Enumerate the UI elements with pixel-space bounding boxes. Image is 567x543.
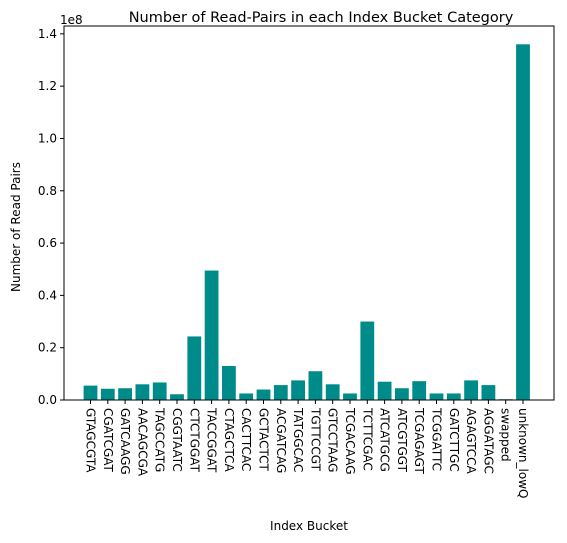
x-tick-label: CTCTGGAT: [187, 408, 201, 473]
bar-tcgacaag: [343, 393, 357, 400]
y-tick-label: 1.2: [38, 79, 57, 93]
bar-ctagctca: [222, 366, 236, 400]
x-tick-label: CGGTAATC: [170, 408, 184, 472]
bar-gctactct: [256, 389, 271, 400]
bar-tcgagagt: [412, 381, 427, 400]
x-tick-label: CACTTCAC: [239, 408, 253, 471]
bar-atcgtggt: [395, 388, 409, 400]
bar-unknown_lowq: [516, 44, 530, 401]
x-tick-label: GTCCTAAG: [326, 408, 340, 473]
y-tick-label: 0.6: [38, 236, 57, 250]
y-tick-label: 0.2: [38, 341, 57, 355]
y-axis-label: Number of Read Pairs: [9, 162, 23, 292]
x-tick-label: TATGGCAC: [291, 407, 305, 472]
x-tick-label: TCGAGAGT: [412, 407, 426, 474]
x-tick-label: AGGATAGC: [481, 408, 495, 474]
x-tick-label: CTAGCTCA: [222, 408, 236, 472]
x-tick-label: TAGCCATG: [153, 407, 167, 472]
x-tick-label: unknown_lowQ: [516, 408, 530, 498]
x-tick-label: ATCGTGGT: [395, 408, 409, 473]
x-tick-label: GTAGCGTA: [84, 408, 98, 473]
y-tick-label: 1.0: [38, 131, 57, 145]
bar-acgatcag: [273, 385, 288, 400]
y-tick-label: 0.0: [38, 393, 57, 407]
y-tick-label: 0.4: [38, 288, 57, 302]
bar-gatcaagg: [118, 388, 132, 400]
bar-ctctggat: [187, 336, 202, 400]
x-tick-label: GCTACTCT: [257, 408, 271, 471]
bar-tatggcac: [291, 380, 305, 400]
x-tick-label: ACGATCAG: [274, 408, 288, 473]
plot-area: GTAGCGTA CGATCGAT GATCAAGG AACAGCGA TAGCCATG…: [38, 25, 555, 498]
x-tick-label: CGATCGAT: [101, 408, 115, 473]
x-tick-label: TACCGGAT: [205, 407, 219, 473]
chart-title: Number of Read-Pairs in each Index Bucke…: [129, 10, 514, 26]
bar-tgttccgt: [308, 371, 323, 400]
x-tick-label: GATCAAGG: [118, 408, 132, 475]
bar-agagtcca: [464, 380, 478, 400]
bar-tcttcgac: [360, 321, 375, 400]
bar-gtagcgta: [83, 385, 98, 400]
x-tick-label: swapped: [499, 408, 513, 462]
x-tick-label: AGAGTCCA: [464, 408, 478, 475]
bar-gatcttgc: [446, 393, 461, 400]
y-axis-scale-label: 1e8: [60, 13, 83, 27]
bar-aacagcga: [135, 384, 150, 400]
bar-cggtaatc: [170, 394, 184, 400]
bar-tcggattc: [429, 393, 444, 400]
axes-frame: [63, 25, 555, 401]
y-tick-label: 0.8: [38, 184, 57, 198]
x-tick-label: AACAGCGA: [135, 408, 149, 477]
bar-aggatagc: [481, 385, 496, 400]
bar-cgatcgat: [100, 388, 115, 400]
bar-tagccatg: [152, 382, 167, 400]
x-tick-label: GATCTTGC: [447, 408, 461, 472]
x-axis-label: Index Bucket: [270, 519, 348, 533]
bar-cacttcac: [239, 393, 254, 400]
x-tick-label: TGTTCCGT: [308, 407, 322, 472]
bar-taccggat: [204, 270, 219, 400]
x-tick-label: TCGACAAG: [343, 407, 357, 475]
y-tick-label: 1.4: [38, 27, 57, 41]
x-tick-label: TCTTCGAC: [360, 407, 374, 471]
bar-gtcctaag: [325, 384, 340, 400]
x-tick-label: TCGGATTC: [430, 407, 444, 471]
x-tick-label: ATCATGCG: [378, 408, 392, 472]
bar-atcatgcg: [377, 381, 392, 400]
